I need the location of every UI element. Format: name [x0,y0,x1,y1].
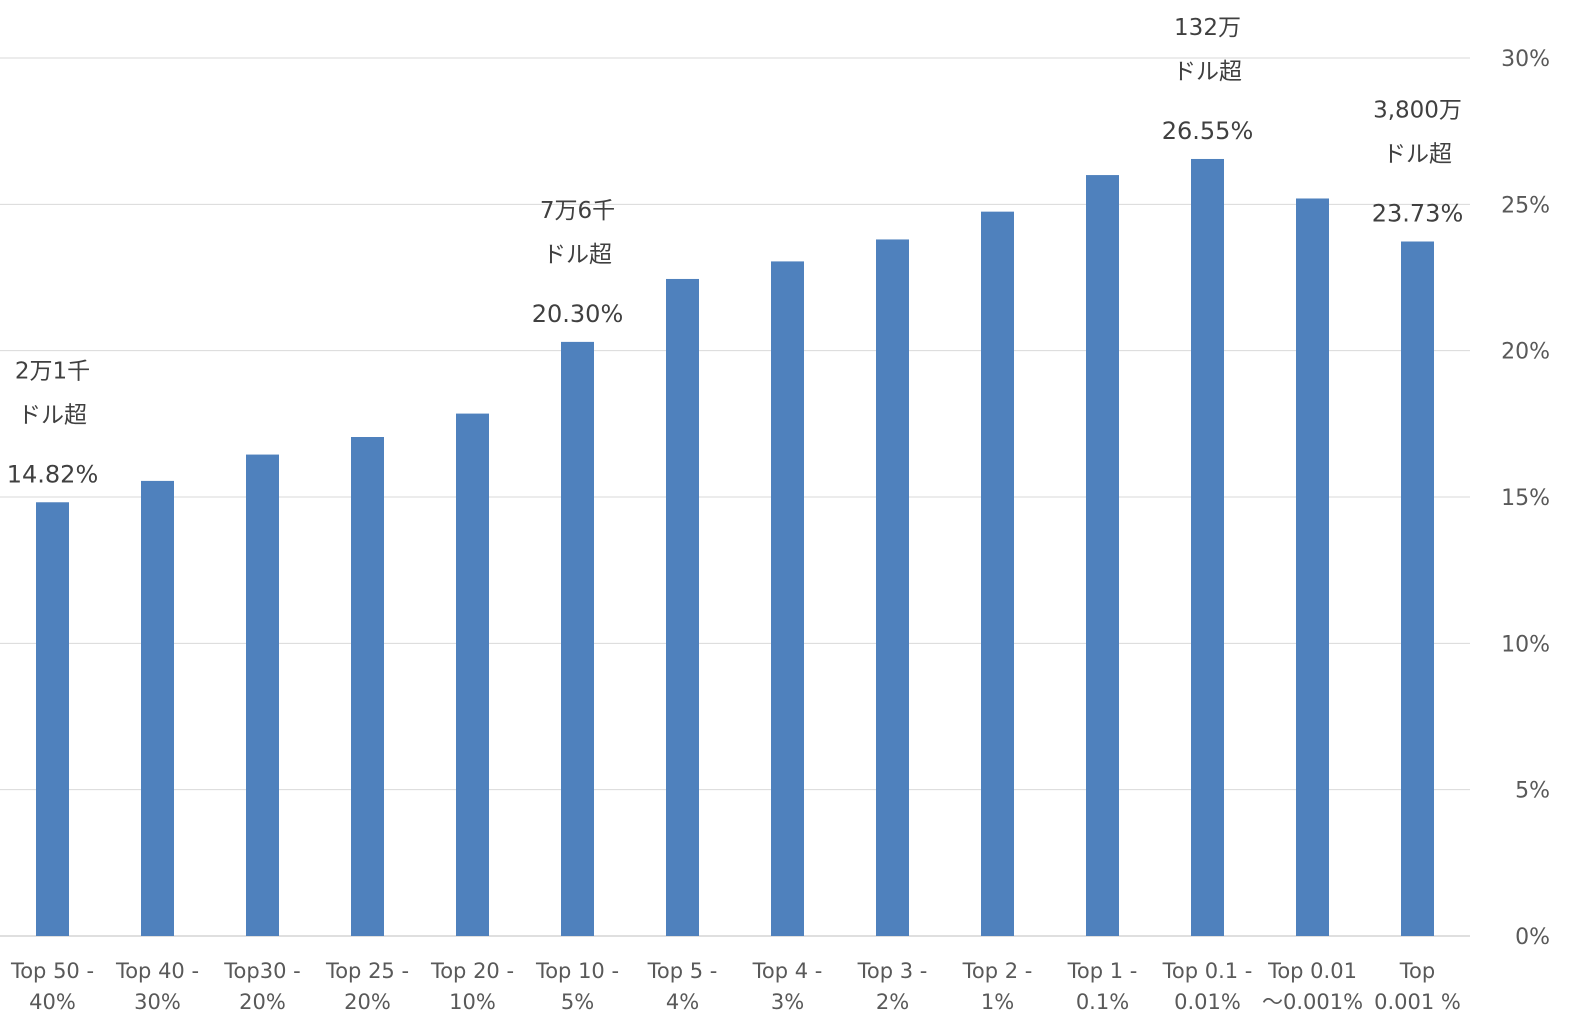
annotation-label: 132万 [1174,15,1241,41]
x-tick-label: 20% [344,990,391,1014]
y-tick-label: 15% [1501,486,1550,511]
x-tick-label: 0.01% [1174,990,1241,1014]
bar [1401,241,1434,936]
y-tick-label: 20% [1501,340,1550,365]
x-tick-label: Top 10 - [535,959,619,983]
y-tick-label: 25% [1501,193,1550,218]
gridlines [0,57,1470,937]
data-label: 26.55% [1162,117,1254,145]
x-tick-label: Top 0.1 - [1162,959,1253,983]
x-tick-label: 40% [29,990,76,1014]
x-tick-label: Top [1399,959,1435,983]
x-tick-label: Top 25 - [325,959,409,983]
x-tick-label: 2% [876,990,909,1014]
bar [666,278,699,936]
x-tick-label: 5% [561,990,594,1014]
annotation-label: ドル超 [543,242,612,268]
x-tick-label: 30% [134,990,181,1014]
x-tick-label: Top 20 - [430,959,514,983]
bar [1296,198,1329,937]
bar [141,480,174,936]
bar [36,502,69,936]
x-tick-label: Top 50 - [10,959,94,983]
bar [1191,158,1224,937]
bar [771,261,804,936]
x-tick-label: 1% [981,990,1014,1014]
annotation-label: 3,800万 [1373,98,1462,124]
data-label: 20.30% [532,300,624,328]
data-label: 23.73% [1372,200,1464,228]
x-tick-label: 0.1% [1076,990,1129,1014]
bar [981,211,1014,936]
bar [456,413,489,937]
y-tick-label: 5% [1515,779,1550,804]
bars [36,158,1434,937]
bar [1086,175,1119,937]
x-tick-label: Top 4 - [752,959,823,983]
x-tick-label: Top30 - [223,959,300,983]
data-labels: 14.82% 20.30% 26.55% 23.73% [7,117,1464,488]
bar [246,454,279,936]
x-tick-label: Top 2 - [962,959,1033,983]
x-tick-label: 20% [239,990,286,1014]
x-tick-label: 10% [449,990,496,1014]
y-tick-label: 10% [1501,632,1550,657]
x-tick-label: 4% [666,990,699,1014]
y-axis-ticks: 0% 5% 10% 15% 20% 25% 30% [1501,47,1550,950]
x-tick-label: Top 0.01 [1267,959,1357,983]
data-label: 14.82% [7,460,99,488]
annotation-label: ドル超 [1383,142,1452,168]
y-tick-label: 30% [1501,47,1550,72]
bar [876,239,909,936]
annotation-label: ドル超 [1173,59,1242,85]
bar [351,437,384,936]
y-tick-label: 0% [1515,925,1550,950]
x-tick-label: Top 5 - [647,959,718,983]
x-tick-label: Top 1 - [1067,959,1138,983]
x-tick-label: Top 3 - [857,959,928,983]
x-tick-label: Top 40 - [115,959,199,983]
bar [561,341,594,936]
annotation-label: 7万6千 [540,198,615,224]
x-tick-label: 3% [771,990,804,1014]
x-tick-label: 0.001 % [1374,990,1461,1014]
x-tick-label: 〜0.001% [1262,990,1363,1014]
annotation-label: 2万1千 [15,358,90,384]
annotation-label: ドル超 [18,402,87,428]
x-axis-labels: Top 50 - 40% Top 40 - 30% Top30 - 20% Top 25 -… [10,959,1461,1014]
